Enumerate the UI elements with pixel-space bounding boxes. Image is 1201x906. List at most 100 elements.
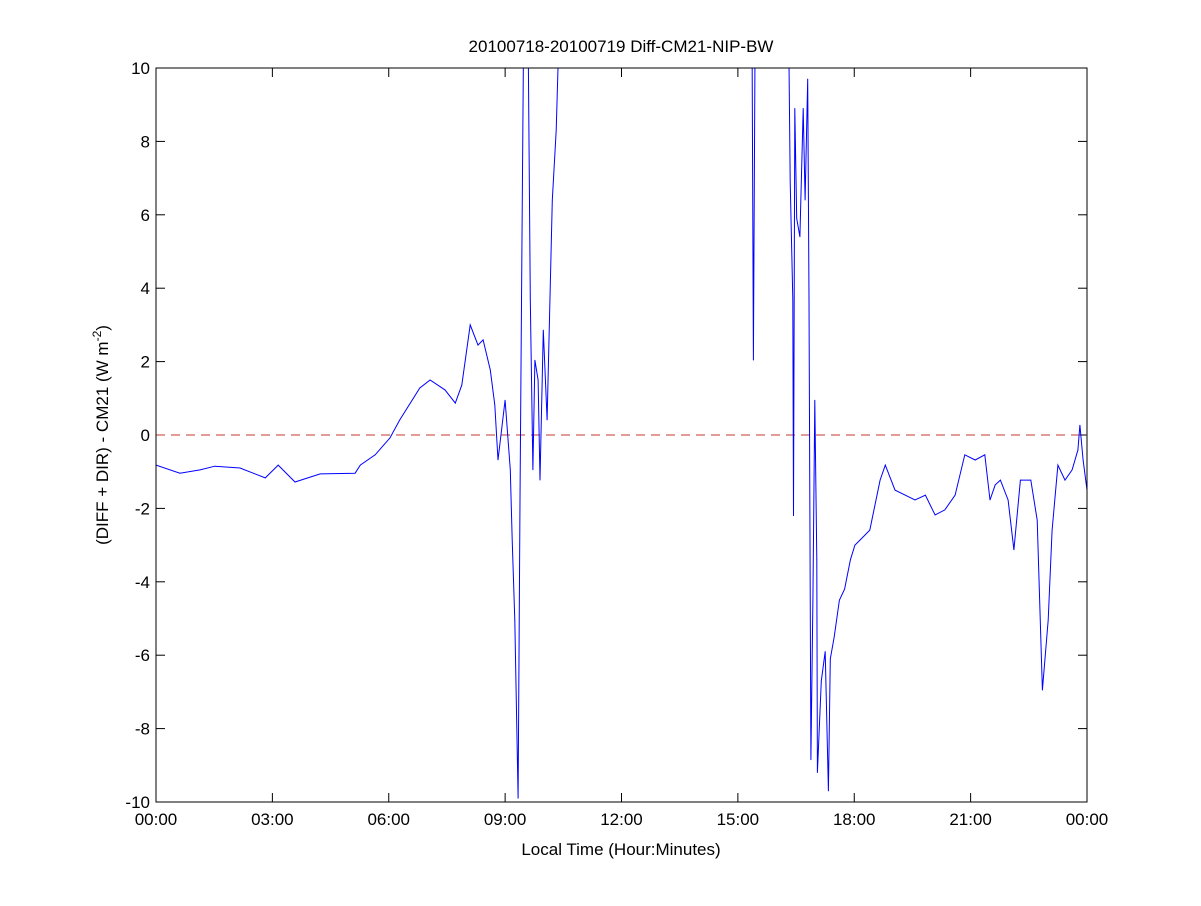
x-tick-label: 21:00	[949, 810, 992, 829]
data-point	[454, 402, 456, 404]
y-tick-label: -6	[135, 646, 150, 665]
data-point	[534, 359, 536, 361]
data-point	[497, 459, 499, 461]
chart-title: 20100718-20100719 Diff-CM21-NIP-BW	[469, 37, 774, 56]
data-point	[838, 599, 840, 601]
data-point	[1077, 449, 1079, 451]
data-point	[419, 387, 421, 389]
data-series	[156, 68, 1087, 799]
data-point	[354, 472, 356, 474]
y-axis-label-superscript: -2	[90, 330, 104, 341]
data-point	[469, 324, 471, 326]
data-point	[1071, 469, 1073, 471]
data-point	[179, 472, 181, 474]
data-point	[532, 469, 534, 471]
data-point	[264, 477, 266, 479]
data-point	[521, 249, 523, 251]
data-point	[934, 514, 936, 516]
data-point	[399, 419, 401, 421]
data-point	[824, 651, 826, 652]
data-point	[964, 454, 966, 456]
data-point	[551, 199, 553, 201]
x-tick-label: 03:00	[251, 810, 294, 829]
data-point	[924, 494, 926, 496]
data-point	[796, 218, 798, 219]
data-point	[389, 437, 391, 439]
data-point	[792, 298, 794, 300]
data-point	[429, 379, 431, 381]
data-point	[816, 559, 818, 561]
data-point	[914, 499, 916, 501]
data-point	[816, 772, 818, 774]
data-point	[1082, 459, 1084, 461]
data-point	[509, 469, 511, 471]
data-point	[804, 199, 806, 201]
data-point	[1007, 499, 1009, 501]
y-tick-label: -4	[135, 573, 150, 592]
y-tick-label: -2	[135, 499, 150, 518]
data-point	[849, 559, 851, 561]
data-point	[833, 636, 835, 638]
data-point	[984, 454, 986, 456]
data-point	[374, 454, 376, 456]
x-tick-label: 18:00	[833, 810, 876, 829]
data-point	[214, 465, 216, 467]
data-point	[537, 379, 539, 381]
data-point	[504, 399, 506, 401]
data-point	[752, 359, 754, 361]
data-point	[789, 181, 791, 183]
y-tick-label: 4	[141, 279, 150, 298]
data-point	[869, 529, 871, 531]
data-point	[539, 479, 541, 481]
x-axis-label: Local Time (Hour:Minutes)	[521, 840, 720, 859]
y-tick-label: 0	[141, 426, 150, 445]
x-tick-label: 00:00	[1066, 810, 1109, 829]
data-point	[1064, 479, 1066, 481]
data-point	[793, 515, 794, 517]
data-point	[799, 236, 801, 238]
data-point	[794, 107, 796, 109]
data-point	[1051, 529, 1053, 531]
data-point	[808, 298, 810, 300]
data-point	[879, 479, 881, 481]
data-point	[319, 473, 321, 475]
data-point	[810, 759, 812, 761]
y-tick-label: -8	[135, 720, 150, 739]
x-tick-label: 00:00	[135, 810, 178, 829]
y-tick-label: -10	[125, 793, 150, 812]
y-axis-label-suffix: )	[93, 325, 112, 331]
y-tick-label: 2	[141, 353, 150, 372]
data-point	[494, 404, 496, 406]
y-tick-label: 10	[131, 59, 150, 78]
data-point	[859, 539, 861, 541]
data-point	[989, 499, 991, 501]
data-point	[1013, 549, 1015, 551]
data-point	[1057, 464, 1059, 466]
data-point	[519, 499, 521, 501]
data-point	[954, 494, 956, 496]
y-tick-label: 6	[141, 206, 150, 225]
data-point	[477, 344, 479, 346]
data-point	[884, 464, 886, 466]
y-axis-label-main: (DIFF + DIR) - CM21 (W m	[93, 341, 112, 545]
x-tick-label: 06:00	[367, 810, 410, 829]
data-point	[444, 389, 446, 391]
data-point	[1036, 519, 1038, 521]
y-axis-label: (DIFF + DIR) - CM21 (W m-2)	[90, 325, 112, 545]
data-point	[359, 464, 361, 466]
x-tick-label: 15:00	[717, 810, 760, 829]
data-point	[844, 588, 845, 590]
data-point	[944, 509, 946, 511]
series-line	[156, 68, 1087, 799]
data-point	[829, 658, 831, 660]
data-point	[517, 797, 519, 799]
data-point	[482, 339, 484, 341]
plot-area-frame	[155, 67, 1088, 803]
data-point	[489, 369, 491, 371]
data-point	[974, 459, 976, 461]
data-point	[277, 464, 279, 466]
data-point	[827, 790, 829, 792]
data-point	[199, 469, 201, 471]
